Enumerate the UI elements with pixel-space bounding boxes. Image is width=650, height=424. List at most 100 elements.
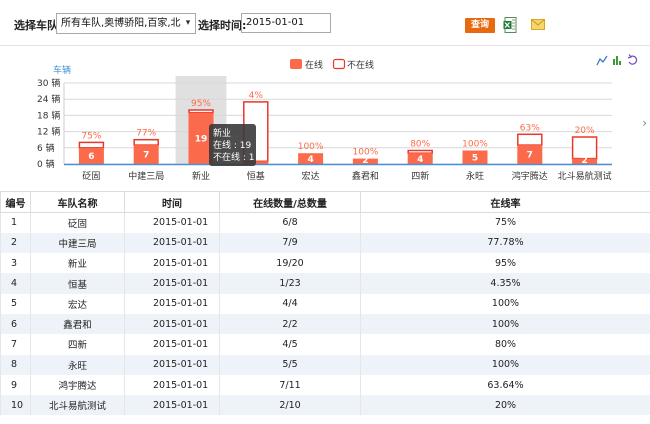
- table-cell: 4/5: [219, 334, 361, 355]
- table-cell: 中建三局: [30, 232, 125, 254]
- table-cell: 2015-01-01: [124, 253, 220, 274]
- online-count-label: 4: [417, 155, 423, 165]
- chart-tools: [596, 54, 638, 66]
- table-cell: 恒基: [30, 273, 125, 294]
- online-count-label: 2: [581, 156, 587, 166]
- table-header-row: 编号 车队名称 时间 在线数量/总数量 在线率: [0, 191, 650, 213]
- table-cell: 4: [0, 273, 31, 294]
- team-select[interactable]: 所有车队,奥博骄阳,百家,北斗易航 ▾: [56, 13, 196, 34]
- table-cell: 77.78%: [360, 232, 650, 254]
- category-label: 鸿宇腾达: [512, 170, 548, 182]
- rate-label: 75%: [81, 131, 101, 141]
- table-body: 1 砭固 2015-01-01 6/8 75% 2 中建三局 2015-01-01 7/9 77.…: [0, 212, 650, 416]
- table-row: 9 鸿宇腾达 2015-01-01 7/11 63.64%: [0, 374, 650, 396]
- offline-bar: [407, 149, 433, 154]
- table-cell: 2015-01-01: [124, 232, 220, 254]
- chevron-down-icon[interactable]: ▾: [181, 14, 195, 33]
- rate-label: 100%: [462, 140, 488, 150]
- category-label: 永旺: [466, 170, 484, 182]
- excel-export-icon[interactable]: [503, 17, 517, 33]
- table-cell: 2/2: [219, 313, 361, 335]
- chevron-right-icon[interactable]: ›: [642, 116, 647, 130]
- table-cell: 2: [0, 232, 31, 254]
- table-cell: 9: [0, 374, 31, 396]
- tooltip-title: 新业: [213, 127, 231, 139]
- data-table: 编号 车队名称 时间 在线数量/总数量 在线率 1 砭固 2015-01-01 6/8 75% 2…: [0, 191, 650, 416]
- table-cell: 19/20: [219, 253, 361, 274]
- legend-offline-label: 不在线: [347, 59, 374, 71]
- table-cell: 5/5: [219, 354, 361, 375]
- table-row: 3 新业 2015-01-01 19/20 95%: [0, 253, 650, 274]
- bar-chart-icon[interactable]: [613, 56, 621, 65]
- category-label: 鑫君和: [352, 170, 379, 182]
- category-label: 砭固: [82, 171, 100, 182]
- category-label: 中建三局: [128, 170, 164, 182]
- date-input[interactable]: 2015-01-01: [241, 13, 331, 33]
- online-count-label: 19: [195, 134, 208, 144]
- offline-bar: [133, 138, 159, 146]
- table-cell: 4/4: [219, 293, 361, 314]
- y-tick-label: 12 辆: [37, 126, 60, 138]
- table-cell: 4.35%: [360, 273, 650, 294]
- table-cell: 2015-01-01: [124, 313, 220, 335]
- category-label: 新业: [192, 170, 210, 182]
- table-cell: 8: [0, 354, 31, 375]
- table-cell: 3: [0, 253, 31, 274]
- column-header: 在线数量/总数量: [219, 191, 361, 213]
- table-cell: 7: [0, 334, 31, 355]
- online-count-label: 4: [307, 155, 313, 165]
- y-tick-label: 30 辆: [37, 77, 60, 89]
- table-cell: 75%: [360, 212, 650, 233]
- table-cell: 新业: [30, 253, 125, 274]
- rate-label: 100%: [298, 142, 324, 152]
- online-bar: [407, 153, 433, 164]
- toolbar: 选择车队: 所有车队,奥博骄阳,百家,北斗易航 ▾ 选择时间: 2015-01-…: [0, 0, 650, 46]
- column-header: 在线率: [360, 191, 650, 213]
- table-row: 7 四新 2015-01-01 4/5 80%: [0, 334, 650, 355]
- table-row: 5 宏达 2015-01-01 4/4 100%: [0, 293, 650, 314]
- table-cell: 2015-01-01: [124, 293, 220, 314]
- table-cell: 2015-01-01: [124, 374, 220, 396]
- table-cell: 100%: [360, 354, 650, 375]
- online-bar: [133, 145, 159, 164]
- table-cell: 6/8: [219, 212, 361, 233]
- online-bar: [462, 150, 488, 164]
- time-label: 选择时间:: [198, 19, 247, 32]
- table-cell: 100%: [360, 293, 650, 314]
- y-tick-label: 24 辆: [37, 93, 60, 105]
- column-header: 时间: [124, 191, 220, 213]
- table-cell: 20%: [360, 395, 650, 416]
- online-bar: [298, 153, 324, 164]
- line-chart-icon[interactable]: [596, 55, 608, 66]
- online-count-label: 7: [143, 151, 149, 161]
- online-count-label: 2: [362, 156, 368, 166]
- column-header: 车队名称: [30, 191, 125, 213]
- rate-label: 100%: [353, 148, 379, 158]
- y-tick-label: 18 辆: [37, 109, 60, 121]
- table-row: 1 砭固 2015-01-01 6/8 75%: [0, 212, 650, 233]
- refresh-icon[interactable]: [627, 54, 638, 65]
- legend-online-swatch: [290, 59, 302, 69]
- team-label: 选择车队:: [14, 19, 63, 32]
- table-cell: 北斗易航测试: [30, 395, 125, 416]
- rate-label: 95%: [191, 99, 211, 109]
- tooltip-online: 在线 : 19: [213, 139, 251, 151]
- team-select-value: 所有车队,奥博骄阳,百家,北斗易航: [61, 18, 196, 29]
- column-header: 编号: [0, 191, 31, 213]
- rate-label: 20%: [575, 126, 595, 136]
- table-cell: 四新: [30, 334, 125, 355]
- online-count-label: 5: [472, 153, 478, 163]
- table-cell: 宏达: [30, 293, 125, 314]
- table-cell: 7/9: [219, 232, 361, 254]
- bar-chart: 30 辆 24 辆 18 辆 12 辆 6 辆 0 辆 车辆 75% 6 砭固 77% 7 中建三局 95…: [37, 58, 612, 182]
- mail-icon[interactable]: [531, 19, 545, 30]
- online-bar: [517, 145, 543, 164]
- category-label: 四新: [411, 170, 429, 182]
- table-cell: 2015-01-01: [124, 395, 220, 416]
- offline-bar: [517, 133, 543, 146]
- y-tick-label: 0 辆: [37, 158, 55, 170]
- rate-label: 63%: [520, 123, 540, 133]
- table-cell: 95%: [360, 253, 650, 274]
- query-button[interactable]: 查询: [465, 18, 495, 33]
- legend-offline-swatch: [332, 58, 346, 70]
